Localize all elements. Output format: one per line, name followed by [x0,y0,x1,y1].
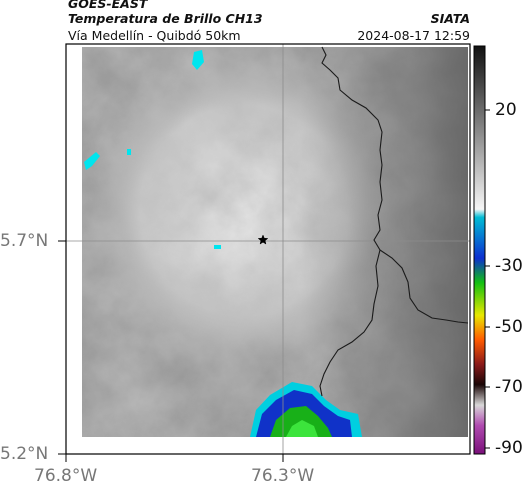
cold-cloud-spot [84,152,100,170]
product-title: Temperatura de Brillo CH13 [68,11,263,26]
colorbar-tick-label: 20 [495,100,517,120]
colorbar [473,45,486,455]
colorbar-tick-label: -30 [495,256,523,276]
map-frame [65,43,471,455]
lon-tick-label: 76.8°W [34,466,98,486]
lat-tick-label: 5.2°N [0,444,49,464]
satellite-title: GOES-EAST [68,0,148,11]
colorbar-tick-label: -50 [495,317,523,337]
department-boundary-south [319,249,381,397]
route-subtitle: Vía Medellín - Quibdó 50km [68,28,241,43]
lon-tick-label: 76.3°W [251,466,315,486]
department-boundary-east [321,46,469,324]
cold-cloud-spot [214,245,221,249]
cold-cloud-spot [192,50,204,70]
satellite-imagery [82,47,468,437]
star-marker [257,234,269,245]
colorbar-tick-label: -70 [495,377,523,397]
cold-cloud-spot [127,149,131,155]
lat-tick-label: 5.7°N [0,231,49,251]
colorbar-tick-label: -90 [495,438,523,458]
datetime-label: 2024-08-17 12:59 [357,28,470,43]
agency-label: SIATA [430,11,470,26]
convective-cell-core [286,420,318,437]
